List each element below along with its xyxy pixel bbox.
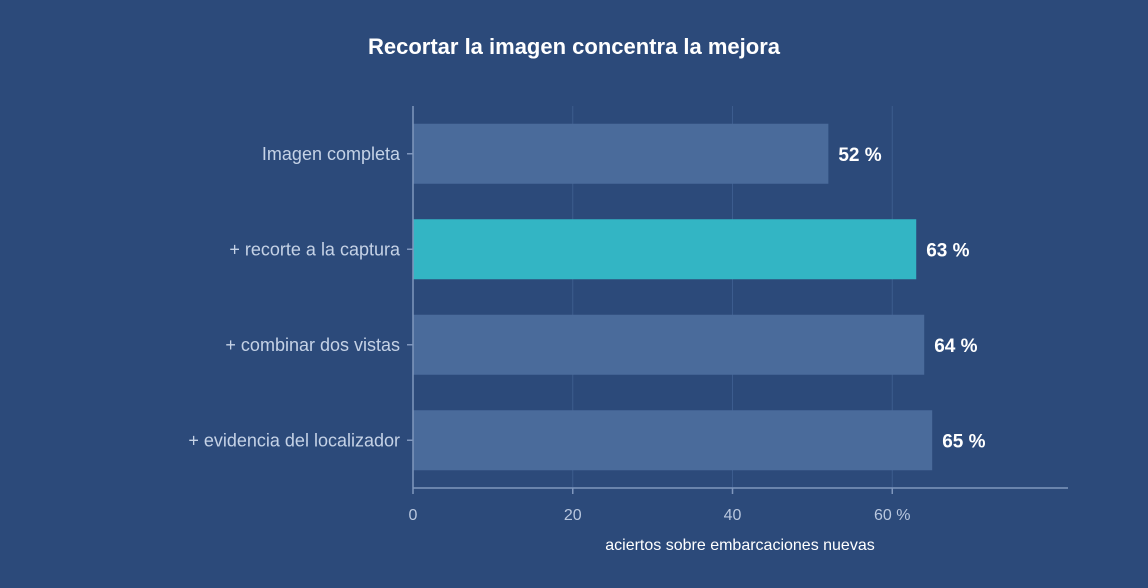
x-tick-label-20: 20 xyxy=(564,507,582,524)
x-tick-label-40: 40 xyxy=(724,507,742,524)
x-tick-label-60: 60 % xyxy=(874,507,910,524)
bar-3 xyxy=(413,314,925,375)
chart-title: Recortar la imagen concentra la mejora xyxy=(368,34,781,59)
category-label-3: + combinar dos vistas xyxy=(225,335,400,355)
bar-1 xyxy=(413,123,829,184)
category-label-2: + recorte a la captura xyxy=(229,239,401,259)
x-axis-label: aciertos sobre embarcaciones nuevas xyxy=(605,537,874,554)
data-label-4: 65 % xyxy=(942,431,985,452)
bar-4 xyxy=(413,410,933,471)
category-label-4: + evidencia del localizador xyxy=(188,430,400,450)
bar-2 xyxy=(413,219,917,280)
x-tick-label-0: 0 xyxy=(409,507,418,524)
labels: 0 20 40 60 % Imagen completa 52 % + recorte a … xyxy=(188,144,985,524)
category-label-1: Imagen completa xyxy=(262,144,401,164)
data-label-3: 64 % xyxy=(934,336,977,357)
bars xyxy=(413,123,933,471)
data-label-1: 52 % xyxy=(838,145,881,166)
data-label-2: 63 % xyxy=(926,240,969,261)
axes xyxy=(407,106,1068,494)
